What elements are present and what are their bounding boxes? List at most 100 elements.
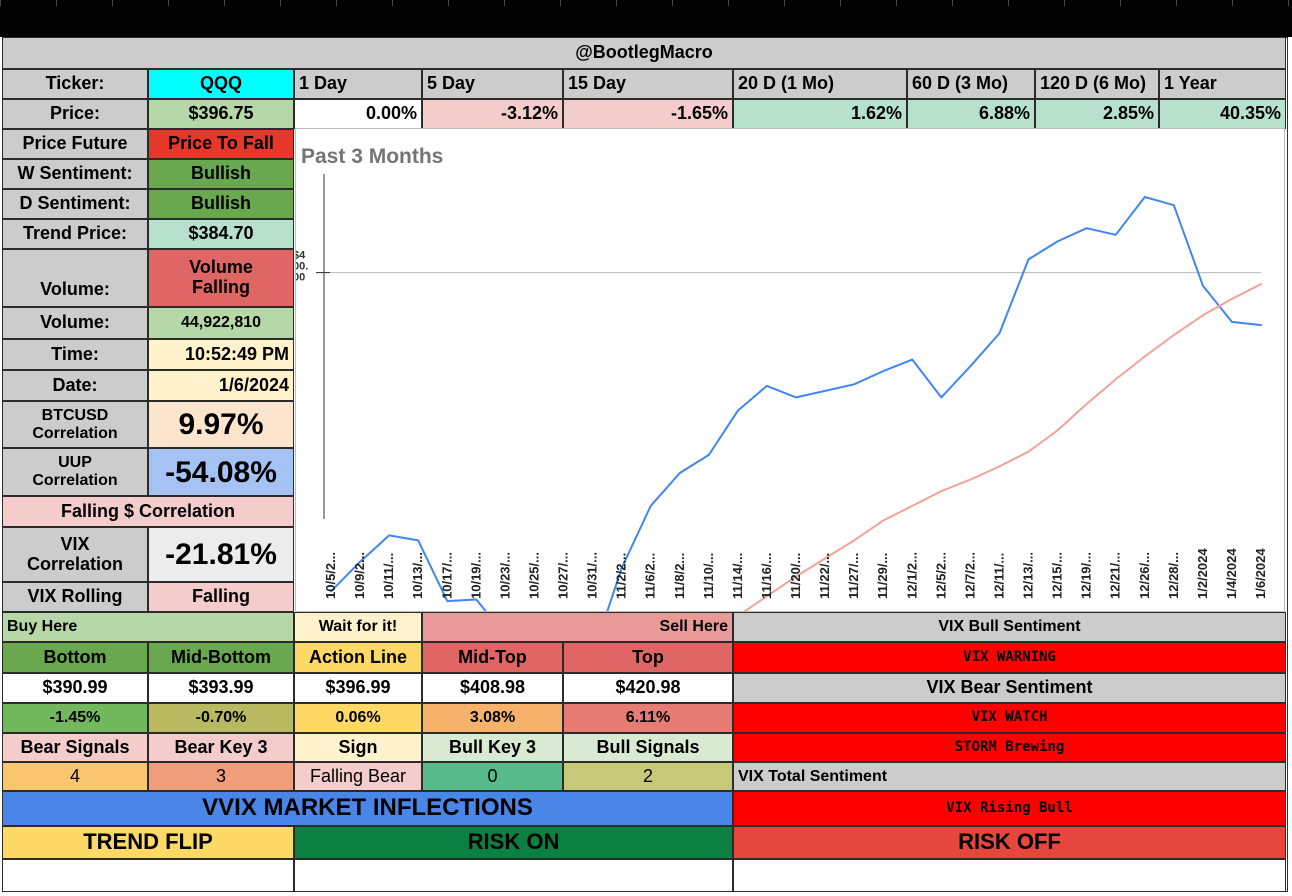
date-label: Date: [2,370,148,401]
level-mid-top-name: Mid-Top [422,642,563,673]
x-tick-label: 12/21/... [1108,552,1123,599]
ticker-label: Ticker: [2,69,148,99]
period-label-1y: 1 Year [1159,69,1286,99]
x-tick-label: 12/7/2... [962,552,977,599]
vix-bull-sentiment-value: VIX WARNING [733,642,1286,673]
level-mid-top-price: $408.98 [422,673,563,703]
risk-on-label: RISK ON [294,826,733,859]
level-top-name: Top [563,642,733,673]
trend-flip-label: TREND FLIP [2,826,294,859]
vix-bull-sentiment-label: VIX Bull Sentiment [733,612,1286,642]
level-mid-bottom-price: $393.99 [148,673,294,703]
top-black-bar [0,0,1292,37]
price-future-label: Price Future [2,129,148,159]
x-tick-label: 10/27/... [556,552,571,599]
x-tick-label: 12/28/... [1166,552,1181,599]
x-tick-label: 10/17/... [439,552,454,599]
header-title: @BootlegMacro [2,37,1286,69]
signal-bear-key3-value: 3 [148,762,294,791]
y-tick-label: $4 00. 00 [296,250,308,284]
date-value: 1/6/2024 [148,370,294,401]
btc-correlation-value: 9.97% [148,401,294,448]
x-tick-label: 11/29/... [875,553,890,599]
x-tick-label: 12/15/... [1050,552,1065,599]
x-tick-label: 11/16/... [759,553,774,599]
signal-bull-signals-value: 2 [563,762,733,791]
level-action-line-pct: 0.06% [294,703,422,733]
x-tick-label: 12/13/... [1021,552,1036,599]
signal-bull-key3-value: 0 [422,762,563,791]
sell-here-label: Sell Here [422,612,733,642]
uup-correlation-label: UUP Correlation [2,448,148,496]
vix-correlation-label: VIX Correlation [2,527,148,582]
btc-correlation-label: BTCUSD Correlation [2,401,148,448]
vvix-inflections-title: VVIX MARKET INFLECTIONS [2,791,733,826]
x-tick-label: 10/13/... [410,552,425,599]
change-1y: 40.35% [1159,99,1286,129]
x-tick-label: 10/11/... [381,553,396,599]
volume-trend-value: Volume Falling [148,249,294,307]
x-tick-label: 12/5/2... [933,552,948,599]
chart-panel: Past 3 Months $4 00. 00 10/5/2... 10/9/2... 10… [295,128,1285,612]
period-label-20d: 20 D (1 Mo) [733,69,907,99]
price-chart: Past 3 Months $4 00. 00 10/5/2... 10/9/2... 10… [296,145,1268,611]
level-action-line-price: $396.99 [294,673,422,703]
x-tick-label: 10/19/... [468,552,483,599]
vix-rolling-label: VIX Rolling [2,582,148,612]
period-label-15d: 15 Day [563,69,733,99]
x-tick-label: 1/4/2024 [1224,548,1239,599]
risk-on-empty [294,859,733,892]
x-tick-label: 11/6/2... [643,553,658,599]
trend-price-label: Trend Price: [2,219,148,249]
level-top-pct: 6.11% [563,703,733,733]
x-tick-label: 10/25/... [526,552,541,599]
level-bottom-pct: -1.45% [2,703,148,733]
ticker-value: QQQ [148,69,294,99]
x-tick-label: 10/9/2... [352,552,367,599]
change-60d: 6.88% [907,99,1035,129]
x-tick-label: 1/2/2024 [1195,548,1210,599]
volume-trend-label: Volume: [2,249,148,307]
level-bottom-price: $390.99 [2,673,148,703]
x-tick-label: 10/23/... [497,552,512,599]
signal-sign-label: Sign [294,733,422,762]
x-tick-label: 1/6/2024 [1253,548,1268,599]
buy-here-label: Buy Here [2,612,294,642]
risk-off-label: RISK OFF [733,826,1286,859]
x-tick-label: 11/10/... [701,553,716,599]
x-tick-label: 10/5/2... [323,552,338,599]
uup-correlation-value: -54.08% [148,448,294,496]
x-tick-label: 11/27/... [846,553,861,599]
vix-bear-sentiment-value-2: STORM Brewing [733,733,1286,762]
change-120d: 2.85% [1035,99,1159,129]
vix-rolling-value: Falling [148,582,294,612]
series-line-trend [743,283,1262,611]
d-sentiment-label: D Sentiment: [2,189,148,219]
d-sentiment-value: Bullish [148,189,294,219]
level-mid-top-pct: 3.08% [422,703,563,733]
vix-total-sentiment-value: VIX Rising Bull [733,791,1286,826]
trend-flip-empty [2,859,294,892]
w-sentiment-value: Bullish [148,159,294,189]
change-20d: 1.62% [733,99,907,129]
volume-value: 44,922,810 [148,307,294,339]
level-bottom-name: Bottom [2,642,148,673]
signal-bull-signals-label: Bull Signals [563,733,733,762]
period-label-60d: 60 D (3 Mo) [907,69,1035,99]
x-tick-label: 12/11/... [991,553,1006,599]
level-mid-bottom-pct: -0.70% [148,703,294,733]
time-label: Time: [2,339,148,370]
x-tick-label: 11/20/... [788,553,803,599]
price-label: Price: [2,99,148,129]
level-action-line-name: Action Line [294,642,422,673]
change-15d: -1.65% [563,99,733,129]
x-tick-label: 12/26/... [1137,552,1152,599]
period-label-1d: 1 Day [294,69,422,99]
change-5d: -3.12% [422,99,563,129]
signal-bear-signals-value: 4 [2,762,148,791]
period-label-5d: 5 Day [422,69,563,99]
x-tick-label: 10/31/... [585,552,600,599]
vix-bear-sentiment-value-1: VIX WATCH [733,703,1286,733]
vix-bear-sentiment-label: VIX Bear Sentiment [733,673,1286,703]
signal-sign-value: Falling Bear [294,762,422,791]
